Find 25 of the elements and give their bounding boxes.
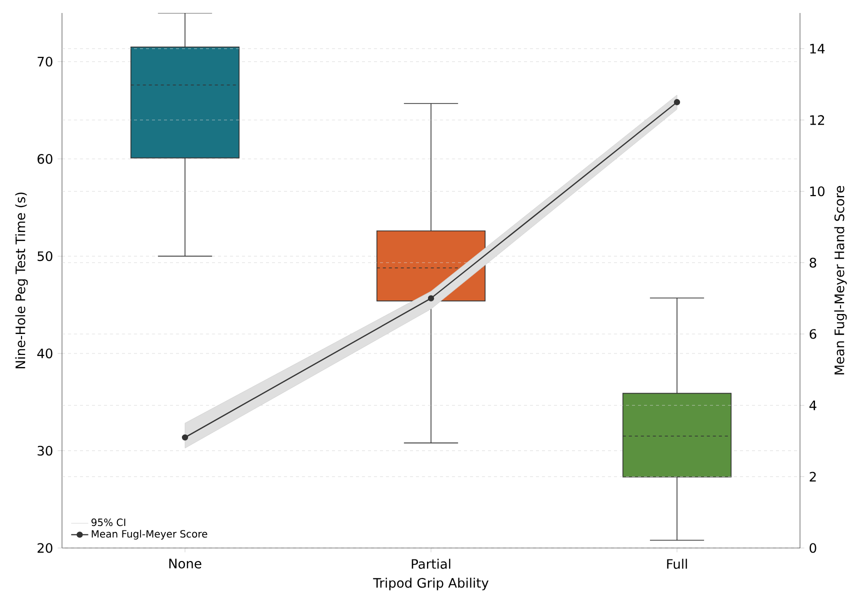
y2-tick-label: 2 [810, 472, 816, 482]
y2-tick-label: 4 [809, 400, 816, 410]
y2-tick-label: 6 [810, 329, 816, 339]
x-tick-label: Full [667, 558, 687, 569]
y2-tick-label: 8 [810, 258, 816, 268]
point [182, 434, 188, 441]
y-tick-label: 20 [38, 543, 52, 553]
x-tick-label: Partial [412, 558, 450, 569]
y2-tick-label: 14 [810, 44, 825, 54]
y2-tick-label: 10 [810, 186, 824, 196]
x-axis-title: Tripod Grip Ability [373, 578, 489, 590]
point [674, 99, 680, 106]
y2-tick-label: 12 [810, 115, 824, 125]
y-tick-label: 70 [38, 56, 52, 67]
x-tick-label: None [169, 558, 202, 568]
y-tick-label: 30 [38, 446, 52, 456]
annotation: 95% CI [91, 518, 126, 526]
y2-axis-title: Mean Fugl-Meyer Hand Score [834, 186, 847, 374]
y-tick-label: 60 [38, 154, 52, 164]
point [428, 295, 434, 302]
y-axis-title: Nine-Hole Peg Test Time (s) [15, 192, 28, 368]
y-tick-label: 50 [38, 251, 52, 262]
y2-tick-label: 0 [810, 543, 816, 553]
legend-label: Mean Fugl-Meyer Score [92, 530, 208, 540]
y-tick-label: 40 [37, 348, 52, 358]
